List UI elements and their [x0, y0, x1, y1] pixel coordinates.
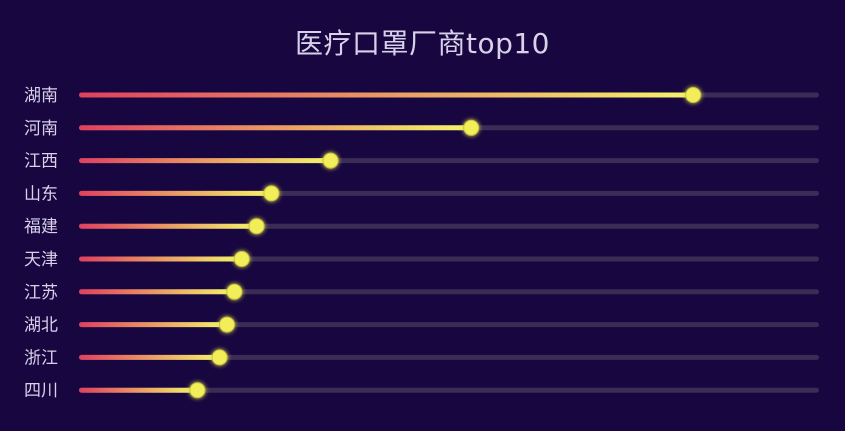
bar-track	[79, 289, 819, 295]
bar-end-marker[interactable]	[233, 251, 250, 267]
bar-track	[79, 354, 819, 360]
bar[interactable]	[79, 223, 257, 229]
category-label: 河南	[24, 119, 58, 139]
category-label: 福建	[24, 217, 58, 237]
bar[interactable]	[79, 354, 220, 360]
bar-end-marker[interactable]	[685, 87, 702, 103]
category-label: 湖南	[24, 86, 58, 106]
bar-track	[79, 256, 819, 262]
bar-end-marker[interactable]	[248, 218, 265, 235]
bar[interactable]	[79, 289, 235, 295]
bar[interactable]	[79, 256, 242, 262]
bar[interactable]	[79, 190, 272, 196]
category-label: 山东	[24, 184, 58, 204]
category-label: 浙江	[24, 348, 58, 368]
bar-end-marker[interactable]	[226, 283, 243, 300]
bar-end-marker[interactable]	[322, 152, 339, 169]
chart-title: 医疗口罩厂商top10	[294, 27, 550, 60]
category-label: 四川	[24, 381, 58, 401]
category-label: 湖北	[24, 316, 58, 336]
bar-track	[79, 322, 819, 328]
bar[interactable]	[79, 322, 227, 328]
category-label: 江西	[24, 152, 58, 172]
bar-end-marker[interactable]	[463, 119, 480, 136]
bar-track	[79, 387, 819, 393]
bar-end-marker[interactable]	[219, 316, 235, 333]
category-label: 天津	[24, 250, 58, 270]
bar-end-marker[interactable]	[211, 349, 228, 366]
bar[interactable]	[79, 387, 198, 393]
bar-end-marker[interactable]	[263, 185, 280, 202]
bar-end-marker[interactable]	[189, 382, 206, 399]
bar[interactable]	[79, 125, 472, 131]
bar[interactable]	[79, 92, 694, 98]
category-label: 江苏	[24, 283, 58, 303]
bar[interactable]	[79, 158, 331, 164]
